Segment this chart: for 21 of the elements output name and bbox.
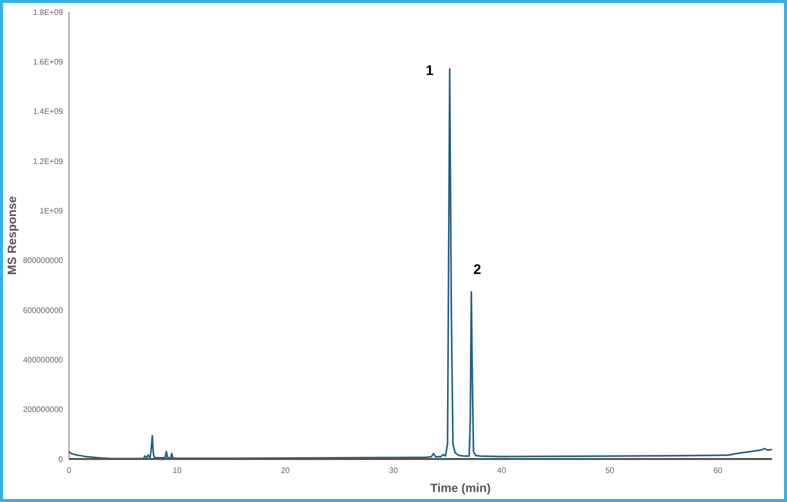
x-tick-label: 20 [280,466,290,475]
x-tick-label: 30 [389,466,398,475]
x-axis-title: Time (min) [430,481,491,495]
annotation: 1 [426,62,434,78]
y-tick-label: 200000000 [22,405,64,414]
y-tick-label: 0 [58,454,64,464]
y-axis-title: MS Response [5,196,19,275]
y-tick-label: 1.4E+09 [32,107,64,116]
y-tick-label: 1.2E+09 [32,156,64,166]
x-tick-label: 50 [605,466,615,475]
x-tick-label: 60 [713,466,723,475]
x-tick-label: 40 [497,466,507,475]
y-tick-label: 800000000 [22,256,64,266]
x-tick-label: 0 [66,466,72,475]
annotation: 2 [473,260,482,277]
y-tick-label: 1.8E+09 [32,8,64,17]
y-tick-label: 1.6E+09 [32,57,64,66]
y-tick-label: 1E+09 [40,206,64,216]
y-tick-label: 600000000 [22,306,64,315]
x-tick-label: 10 [172,466,182,475]
y-tick-label: 400000000 [22,355,64,364]
